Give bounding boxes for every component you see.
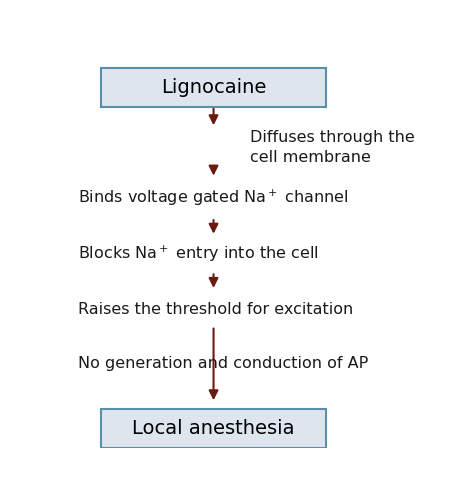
Text: Diffuses through the
cell membrane: Diffuses through the cell membrane (250, 130, 415, 164)
FancyBboxPatch shape (101, 409, 326, 448)
Text: Raises the threshold for excitation: Raises the threshold for excitation (78, 301, 353, 316)
Text: Local anesthesia: Local anesthesia (132, 419, 295, 438)
Text: Binds voltage gated Na$^+$ channel: Binds voltage gated Na$^+$ channel (78, 188, 348, 208)
Text: No generation and conduction of AP: No generation and conduction of AP (78, 356, 368, 371)
Text: Blocks Na$^+$ entry into the cell: Blocks Na$^+$ entry into the cell (78, 244, 318, 264)
Text: Lignocaine: Lignocaine (161, 78, 266, 97)
FancyBboxPatch shape (101, 68, 326, 107)
